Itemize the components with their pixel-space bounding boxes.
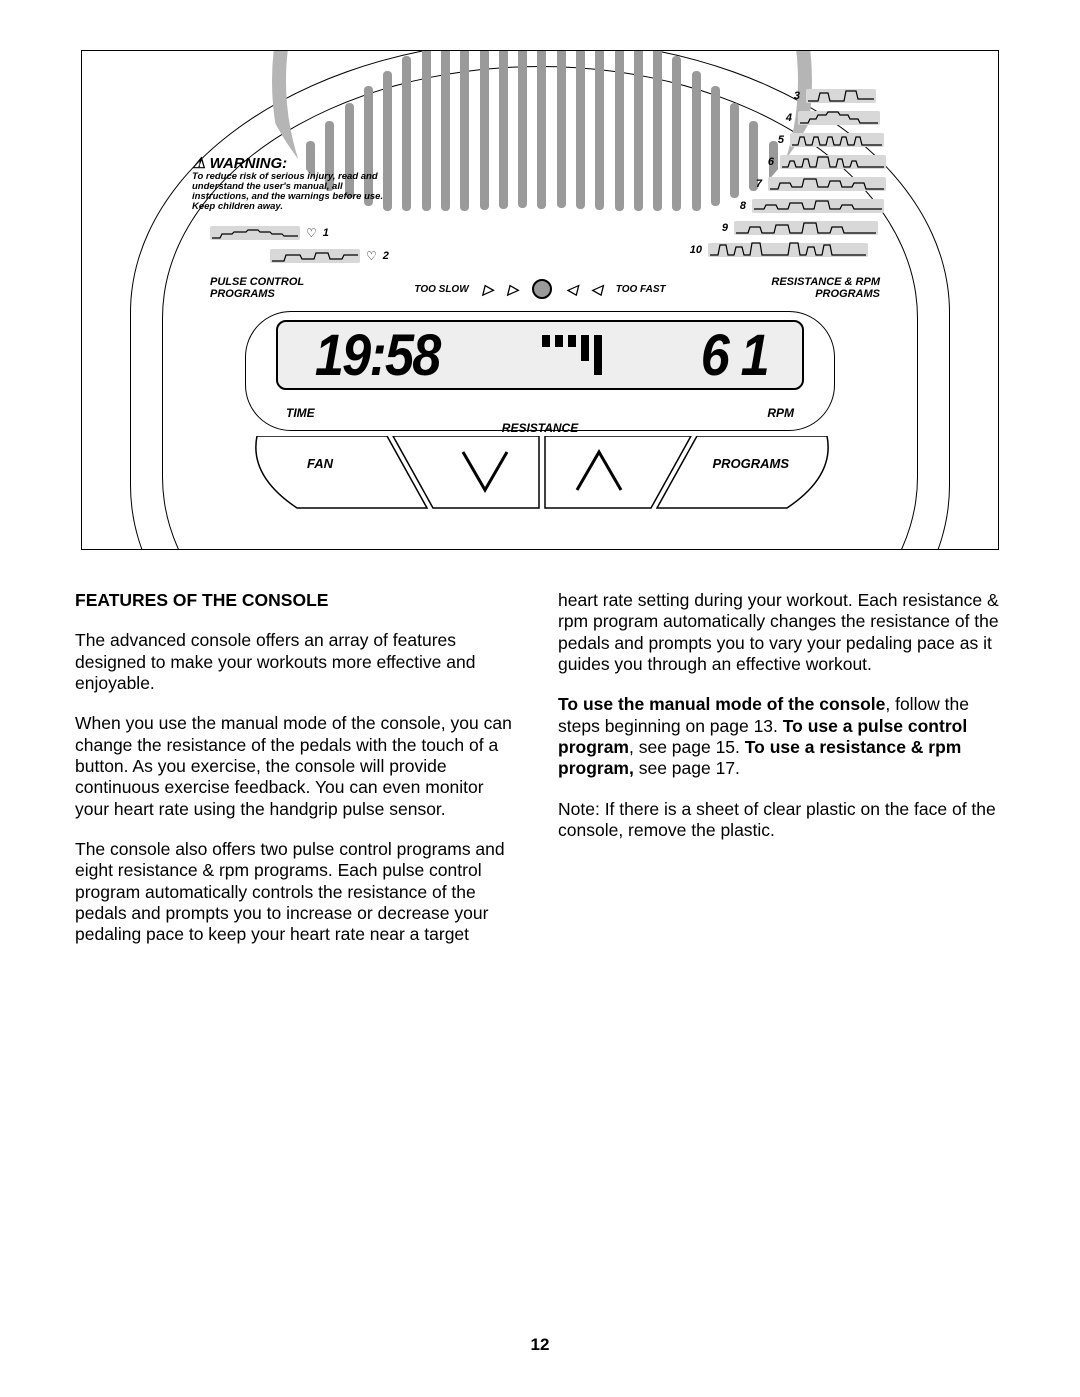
too-slow-label: TOO SLOW [414,284,468,295]
button-row: RESISTANCE FAN PROGRAMS [247,426,833,521]
paragraph: To use the manual mode of the console, f… [558,694,1005,779]
heart-icon: ♡ [366,249,377,263]
too-fast-label: TOO FAST [616,284,666,295]
programs-button-label[interactable]: PROGRAMS [712,456,789,471]
program-number: 2 [383,250,389,262]
triangle-right-icon: ▷ [507,281,518,298]
center-dot-icon [532,279,552,299]
program-number: 8 [740,200,746,212]
warning-text: To reduce risk of serious injury, read a… [192,172,392,212]
warning-block: ⚠ WARNING: To reduce risk of serious inj… [192,156,392,212]
page-number: 12 [0,1335,1080,1355]
display-rpm: 6 1 [701,322,768,389]
console-diagram: ⚠ WARNING: To reduce risk of serious inj… [81,50,999,550]
pulse-program-1: ♡ 1 [210,226,329,240]
triangle-left-icon: ◁ [566,281,577,298]
paragraph: Note: If there is a sheet of clear plast… [558,799,1005,842]
program-number: 3 [794,90,800,102]
triangle-left-icon: ◁ [591,281,602,298]
program-number: 10 [690,244,702,256]
rpm-label: RPM [767,406,794,420]
res-program-5: 5 [778,133,884,147]
res-program-8: 8 [740,199,884,213]
resistance-label: RESISTANCE [502,421,578,435]
display-time: 19:58 [315,322,440,389]
program-number: 1 [323,227,329,239]
display-area: 19:58 6 1 TIME RPM [245,311,835,431]
res-program-4: 4 [786,111,880,125]
res-program-9: 9 [722,221,878,235]
pulse-program-2: ♡ 2 [270,249,389,263]
res-program-7: 7 [756,177,886,191]
time-label: TIME [286,406,315,420]
program-number: 5 [778,134,784,146]
buttons-svg [247,436,837,521]
lcd-screen: 19:58 6 1 [276,320,804,390]
res-program-10: 10 [690,243,868,257]
paragraph: The console also offers two pulse contro… [75,839,522,946]
warning-title: WARNING: [210,155,288,172]
res-program-6: 6 [768,155,886,169]
column-right: heart rate setting during your workout. … [558,590,1005,965]
program-number: 7 [756,178,762,190]
paragraph: The advanced console offers an array of … [75,630,522,694]
warning-icon: ⚠ [192,155,205,172]
program-number: 4 [786,112,792,124]
heart-icon: ♡ [306,226,317,240]
section-heading: FEATURES OF THE CONSOLE [75,590,522,611]
program-number: 9 [722,222,728,234]
body-columns: FEATURES OF THE CONSOLE The advanced con… [75,590,1005,965]
triangle-right-icon: ▷ [483,281,494,298]
column-left: FEATURES OF THE CONSOLE The advanced con… [75,590,522,965]
paragraph: heart rate setting during your workout. … [558,590,1005,675]
res-program-3: 3 [794,89,876,103]
paragraph: When you use the manual mode of the cons… [75,713,522,820]
speed-indicator-row: TOO SLOW ▷ ▷ ◁ ◁ TOO FAST [212,278,868,300]
display-bars [542,335,602,375]
fan-button-label[interactable]: FAN [307,456,333,471]
program-number: 6 [768,156,774,168]
